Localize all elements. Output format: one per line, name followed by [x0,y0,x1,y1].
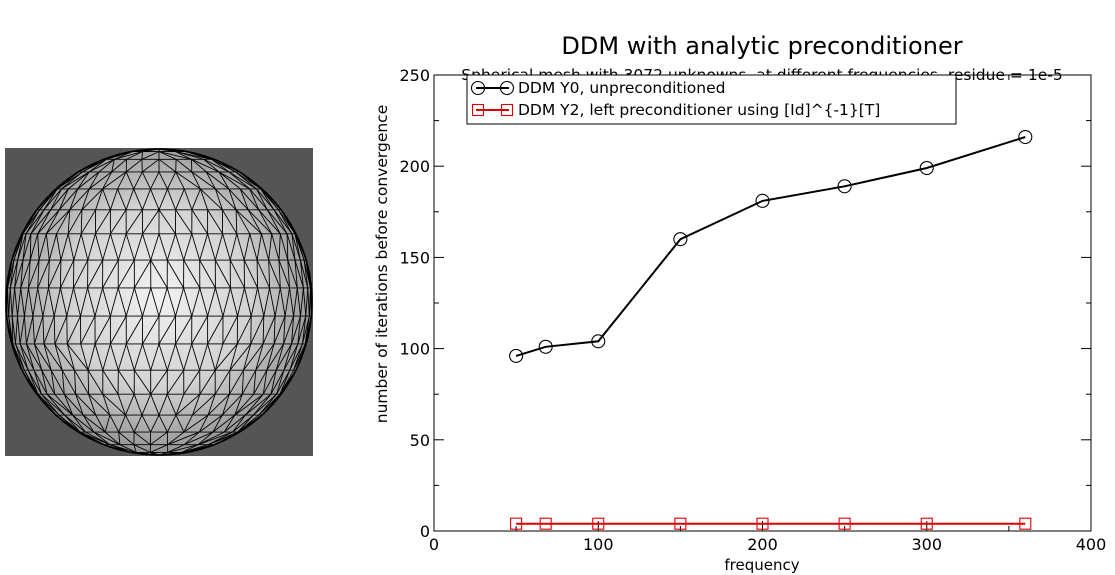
data-point [673,232,688,247]
y-tick-labels: 0 50 100 150 200 250 [399,66,430,541]
series-2 [510,517,1032,530]
data-point [674,517,687,530]
legend-item: DDM Y0, unpreconditioned [470,79,725,97]
x-tick-label: 400 [1076,535,1107,554]
plot-frame [433,74,1092,532]
y-tick-label: 50 [410,431,430,450]
data-point [539,517,552,530]
data-point [509,348,524,363]
data-point [510,517,523,530]
data-point [838,517,851,530]
x-tick-label: 100 [583,535,614,554]
data-point [919,160,934,176]
y-axis-label: number of iterations before convergence [373,105,391,423]
data-point [1018,129,1033,145]
legend-label: DDM Y2, left preconditioner using [Id]^{… [518,101,880,119]
data-point [538,339,553,354]
legend-box [466,74,957,125]
y-tick-label: 100 [399,340,430,359]
axis-ticks [433,74,1092,532]
legend-marker [500,103,514,117]
legend-marker [470,80,486,96]
sphere-mesh-image [5,148,313,456]
data-point [756,517,769,530]
x-tick-label: 200 [747,535,778,554]
data-point [1019,517,1032,530]
series-line [515,136,1026,357]
data-point [591,334,606,349]
legend-label: DDM Y0, unpreconditioned [518,79,725,97]
series-layer [509,129,1033,530]
series-1 [509,129,1033,363]
y-tick-label: 250 [399,66,430,85]
y-tick-label: 200 [399,157,430,176]
legend-marker [471,103,485,117]
data-point [837,179,852,194]
legend: DDM Y0, unpreconditioned DDM Y2, left pre… [466,74,957,125]
x-tick-labels: 0 100 200 300 400 [429,535,1106,554]
data-point [755,193,770,208]
data-point [592,517,605,530]
legend-marker [499,80,515,96]
y-tick-label: 0 [420,522,430,541]
x-tick-label: 300 [911,535,942,554]
x-axis-label: frequency [724,556,799,574]
x-tick-label: 0 [429,535,439,554]
data-point [920,517,933,530]
legend-item: DDM Y2, left preconditioner using [Id]^{… [471,101,880,119]
y-tick-label: 150 [399,248,430,267]
chart-title: DDM with analytic preconditioner [561,32,962,60]
